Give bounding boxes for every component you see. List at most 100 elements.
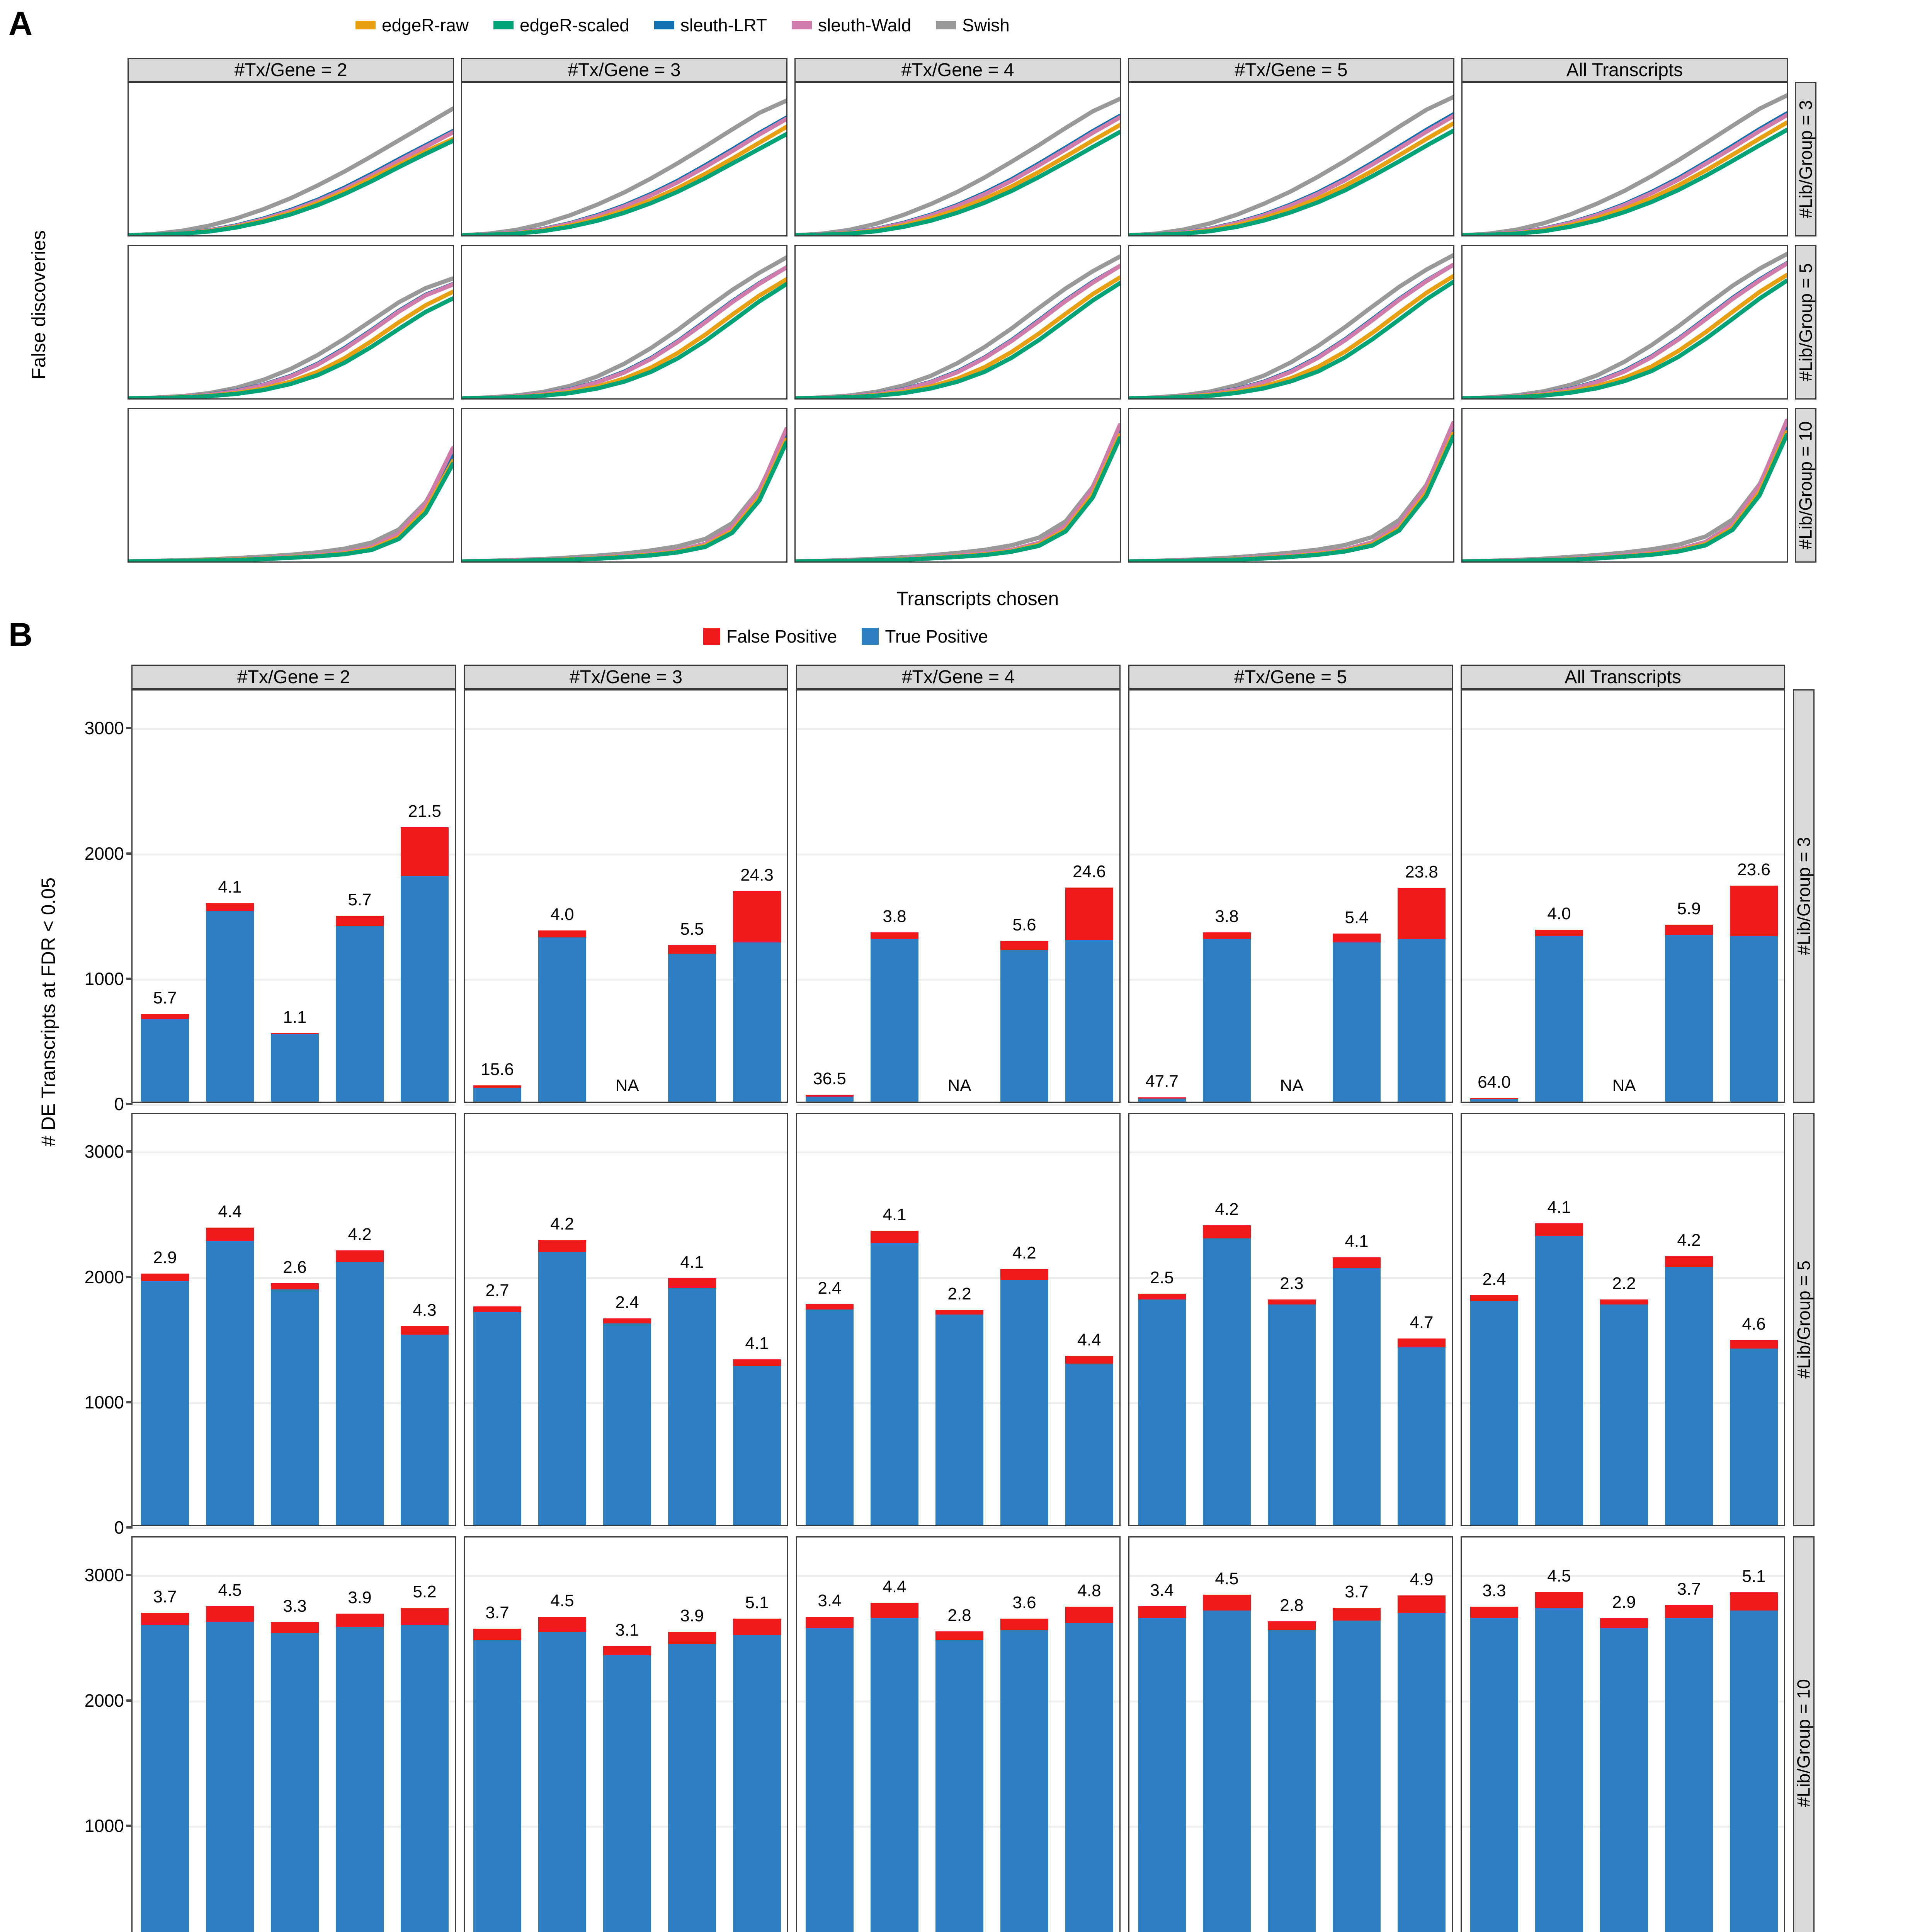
bar-edger-raw (805, 1616, 854, 1932)
true-positive-segment (1332, 942, 1381, 1102)
series-line-edger-scaled (1129, 434, 1453, 561)
gridline (797, 1151, 1119, 1154)
false-positive-segment (805, 1616, 854, 1628)
series-line-sleuth-lrt (796, 428, 1120, 561)
bar-value-label: 2.3 (1280, 1274, 1304, 1293)
bar-value-label: 4.5 (550, 1591, 574, 1611)
facet-row-strip-3: #Lib/Group = 10 (1793, 1536, 1815, 1932)
bar-value-label: 2.8 (947, 1606, 971, 1625)
bar-sleuth-wald (1000, 1269, 1049, 1525)
bar-value-label: 4.1 (745, 1333, 769, 1353)
x-axis-tick-label: 1000 (1218, 561, 1257, 563)
false-positive-segment (1470, 1295, 1519, 1301)
bar-value-label: 3.9 (348, 1588, 372, 1607)
false-positive-segment (473, 1306, 522, 1312)
series-line-edger-scaled (1463, 433, 1787, 561)
bar-swish (400, 1607, 449, 1932)
gridline (1129, 1527, 1452, 1529)
series-line-sleuth-wald (462, 427, 786, 561)
bar-edger-raw (473, 1306, 522, 1525)
true-positive-segment (1600, 1304, 1648, 1525)
true-positive-segment (1665, 935, 1713, 1102)
true-positive-segment (1138, 1098, 1186, 1102)
gridline (797, 728, 1119, 730)
false-positive-segment (1202, 932, 1251, 939)
panel-a-facet-1-4 (1128, 82, 1454, 236)
bar-value-label: 24.3 (740, 866, 774, 885)
true-positive-segment (538, 1631, 587, 1932)
false-positive-segment (1397, 888, 1446, 939)
line-chart (796, 423, 1120, 561)
bar-swish (733, 891, 781, 1102)
false-positive-segment (1397, 1595, 1446, 1613)
false-positive-segment (1332, 933, 1381, 943)
false-positive-segment (206, 1227, 254, 1241)
true-positive-segment (1535, 1608, 1583, 1932)
series-line-swish (1129, 95, 1453, 235)
false-positive-segment (1535, 929, 1583, 936)
bar-sleuth-wald (1332, 1257, 1381, 1525)
series-line-edger-scaled (796, 436, 1120, 561)
bar-edger-scaled (538, 1617, 587, 1932)
false-positive-segment (335, 915, 384, 927)
gridline (797, 1527, 1119, 1529)
true-positive-segment (1665, 1618, 1713, 1932)
true-positive-segment (733, 942, 781, 1102)
gridline (1129, 1277, 1452, 1279)
bar-value-label: 2.7 (485, 1281, 509, 1300)
bar-swish (1397, 1595, 1446, 1932)
series-line-edger-scaled (796, 130, 1120, 235)
true-positive-segment (335, 1626, 384, 1932)
panel-a-facet-1-2 (461, 82, 787, 236)
y-axis-tick-label: 3000 (85, 1141, 133, 1162)
panel-a-facet-2-5 (1461, 245, 1788, 400)
facet-col-strip-1: #Tx/Gene = 2 (131, 665, 456, 689)
bar-edger-scaled (1202, 1225, 1251, 1525)
true-positive-segment (1730, 1348, 1778, 1525)
series-line-edger-raw (1129, 121, 1453, 235)
x-axis-tick-label: 0 (1461, 561, 1468, 563)
x-axis-tick-label: 3000 (1102, 561, 1121, 563)
false-positive-segment (1267, 1621, 1316, 1631)
series-line-swish (1463, 423, 1787, 561)
bar-value-label: 2.2 (947, 1284, 971, 1303)
false-positive-segment (1000, 1618, 1049, 1631)
facet-row-strip-3: #Lib/Group = 10 (1795, 408, 1816, 563)
panel-b-facet-1-5: 64.0 4.0 NA 5.9 23.6 (1461, 689, 1785, 1106)
facet-col-strip-4: #Tx/Gene = 5 (1128, 58, 1454, 82)
bar-sleuth-lrt (1267, 1299, 1316, 1525)
facet-col-strip-5: All Transcripts (1461, 58, 1788, 82)
series-line-sleuth-wald (1463, 418, 1787, 561)
true-positive-segment (206, 1240, 254, 1525)
bar-value-label: 23.8 (1405, 862, 1438, 882)
bar-value-label: 15.6 (481, 1060, 514, 1079)
line-chart (462, 99, 786, 235)
bar-value-label: 4.3 (413, 1301, 437, 1320)
false-positive-segment (870, 932, 919, 939)
gridline (1462, 728, 1784, 730)
gridline (465, 1151, 787, 1154)
facet-col-strip-2: #Tx/Gene = 3 (461, 58, 787, 82)
true-positive-segment (1000, 1279, 1049, 1525)
false-positive-segment (870, 1231, 919, 1243)
bar-sleuth-lrt (1267, 1621, 1316, 1932)
bar-value-label: 4.2 (550, 1214, 574, 1234)
true-positive-segment (1000, 950, 1049, 1102)
true-positive-segment (668, 1288, 716, 1525)
line-chart (1129, 421, 1453, 561)
series-line-edger-raw (462, 437, 786, 561)
gridline (133, 1575, 455, 1577)
bar-value-label: 2.9 (153, 1248, 177, 1267)
bar-value-label: 23.6 (1737, 860, 1770, 879)
true-positive-segment (603, 1323, 651, 1525)
bar-swish (733, 1618, 781, 1932)
bar-value-label: 3.7 (1345, 1582, 1369, 1602)
bar-edger-raw (141, 1014, 189, 1102)
bar-na-label: NA (615, 1076, 639, 1095)
true-positive-segment (400, 1335, 449, 1525)
series-line-edger-scaled (129, 296, 453, 398)
true-positive-segment (805, 1310, 854, 1525)
bar-value-label: 5.7 (153, 988, 177, 1008)
panel-a-facet-2-2 (461, 245, 787, 400)
facet-row-strip-1: #Lib/Group = 3 (1795, 82, 1816, 236)
